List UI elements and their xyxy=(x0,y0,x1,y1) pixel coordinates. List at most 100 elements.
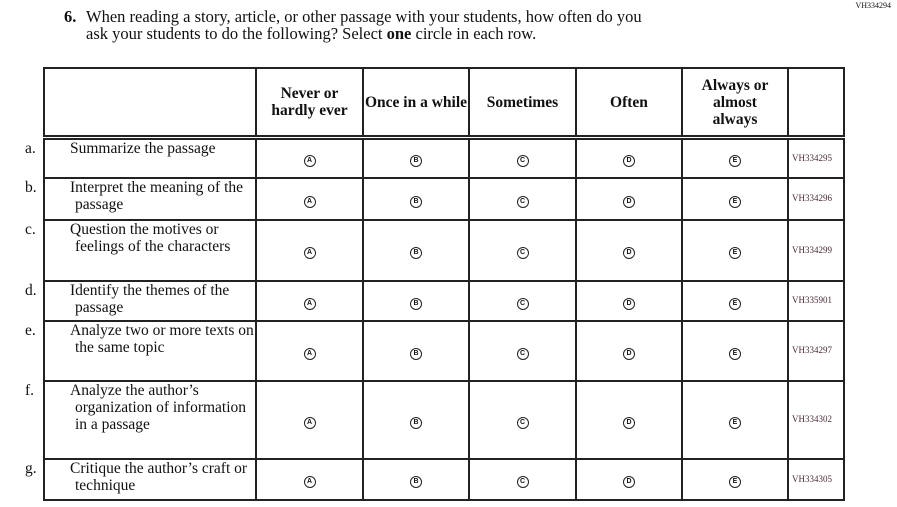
row-text: Analyze two or more texts on the same to… xyxy=(70,321,254,356)
row-label: b. Interpret the meaning of the passage xyxy=(25,176,257,221)
row-letter: g. xyxy=(25,459,37,477)
row-letter: c. xyxy=(25,220,36,238)
option-cell: B xyxy=(362,218,470,282)
header-col-e: Always or almost always xyxy=(681,67,789,139)
item-code: VH334305 xyxy=(787,457,845,501)
option-cell: B xyxy=(362,136,470,179)
answer-circle-c[interactable]: C xyxy=(516,247,529,259)
row-label: f. Analyze the author’s organization of i… xyxy=(25,379,257,460)
answer-circle-a[interactable]: A xyxy=(303,247,316,259)
table-row: a. Summarize the passage A B C D E VH334295 xyxy=(25,136,845,179)
item-code: VH334299 xyxy=(787,218,845,282)
answer-circle-b[interactable]: B xyxy=(410,195,422,208)
row-text: Identify the themes of the passage xyxy=(70,281,230,316)
option-cell: C xyxy=(468,279,577,322)
answer-circle-d[interactable]: D xyxy=(623,347,635,360)
table-row: e. Analyze two or more texts on the same … xyxy=(25,319,845,382)
option-cell: C xyxy=(468,136,577,179)
answer-circle-b[interactable]: B xyxy=(410,416,422,429)
answer-circle-b[interactable]: B xyxy=(410,476,422,488)
table-row: f. Analyze the author’s organization of i… xyxy=(25,379,845,460)
answer-circle-d[interactable]: D xyxy=(623,195,635,208)
answer-circle-e[interactable]: E xyxy=(729,476,741,488)
answer-circle-c[interactable]: C xyxy=(516,476,529,488)
option-cell: A xyxy=(255,379,364,460)
question-line-1: When reading a story, article, or other … xyxy=(86,7,642,26)
header-row: Never or hardly ever Once in a while Som… xyxy=(43,67,845,139)
answer-circle-a[interactable]: A xyxy=(303,476,316,488)
answer-circle-e[interactable]: E xyxy=(729,155,741,168)
row-letter: f. xyxy=(25,381,35,399)
answer-circle-c[interactable]: C xyxy=(516,347,529,360)
option-cell: A xyxy=(255,136,364,179)
item-code: VH335901 xyxy=(787,279,845,322)
response-grid: Never or hardly ever Once in a while Som… xyxy=(25,67,845,501)
option-cell: E xyxy=(681,176,789,221)
item-code: VH334297 xyxy=(787,319,845,382)
answer-circle-d[interactable]: D xyxy=(623,297,635,310)
option-cell: D xyxy=(575,379,683,460)
answer-circle-e[interactable]: E xyxy=(729,347,741,360)
answer-circle-c[interactable]: C xyxy=(516,155,529,168)
row-letter: e. xyxy=(25,321,36,339)
item-code: VH334296 xyxy=(787,176,845,221)
row-label: d. Identify the themes of the passage xyxy=(25,279,257,322)
answer-circle-d[interactable]: D xyxy=(623,155,635,168)
option-cell: A xyxy=(255,218,364,282)
question-emphasis: one xyxy=(386,24,412,43)
option-cell: D xyxy=(575,176,683,221)
option-cell: A xyxy=(255,279,364,322)
option-cell: B xyxy=(362,379,470,460)
answer-circle-a[interactable]: A xyxy=(303,155,316,168)
option-cell: E xyxy=(681,218,789,282)
option-cell: E xyxy=(681,319,789,382)
option-cell: B xyxy=(362,176,470,221)
answer-circle-e[interactable]: E xyxy=(729,297,741,310)
option-cell: E xyxy=(681,457,789,501)
answer-circle-e[interactable]: E xyxy=(729,247,741,259)
row-label: g. Critique the author’s craft or techniq… xyxy=(25,457,257,501)
row-label: c. Question the motives or feelings of th… xyxy=(25,218,257,282)
header-code-blank xyxy=(787,67,845,139)
answer-circle-d[interactable]: D xyxy=(623,476,635,488)
answer-circle-b[interactable]: B xyxy=(410,247,422,259)
row-text: Analyze the author’s organization of inf… xyxy=(70,381,247,433)
item-code: VH334295 xyxy=(787,136,845,179)
option-cell: A xyxy=(255,319,364,382)
question-number: 6. xyxy=(64,7,77,26)
answer-circle-c[interactable]: C xyxy=(516,195,529,208)
answer-circle-b[interactable]: B xyxy=(410,297,422,310)
option-cell: C xyxy=(468,457,577,501)
answer-circle-a[interactable]: A xyxy=(303,347,316,360)
table-row: d. Identify the themes of the passage A B C D… xyxy=(25,279,845,322)
answer-circle-a[interactable]: A xyxy=(303,297,316,310)
option-cell: E xyxy=(681,136,789,179)
option-cell: D xyxy=(575,279,683,322)
header-blank xyxy=(43,67,257,139)
answer-circle-e[interactable]: E xyxy=(729,195,741,208)
row-label: a. Summarize the passage xyxy=(25,136,257,179)
option-cell: D xyxy=(575,319,683,382)
answer-circle-b[interactable]: B xyxy=(410,347,422,360)
answer-circle-b[interactable]: B xyxy=(410,155,422,168)
option-cell: E xyxy=(681,279,789,322)
option-cell: A xyxy=(255,457,364,501)
table-row: g. Critique the author’s craft or techniq… xyxy=(25,457,845,501)
answer-circle-e[interactable]: E xyxy=(729,416,741,429)
header-col-b: Once in a while xyxy=(362,67,470,139)
row-letter: b. xyxy=(25,178,37,196)
option-cell: C xyxy=(468,379,577,460)
answer-circle-a[interactable]: A xyxy=(303,195,316,208)
row-label: e. Analyze two or more texts on the same … xyxy=(25,319,257,382)
header-col-c: Sometimes xyxy=(468,67,577,139)
answer-circle-d[interactable]: D xyxy=(623,416,635,429)
option-cell: C xyxy=(468,218,577,282)
answer-circle-c[interactable]: C xyxy=(516,416,529,429)
row-letter: d. xyxy=(25,281,37,299)
answer-circle-a[interactable]: A xyxy=(303,416,316,429)
option-cell: B xyxy=(362,279,470,322)
answer-circle-d[interactable]: D xyxy=(623,247,635,259)
header-col-d: Often xyxy=(575,67,683,139)
answer-circle-c[interactable]: C xyxy=(516,297,529,310)
option-cell: D xyxy=(575,136,683,179)
